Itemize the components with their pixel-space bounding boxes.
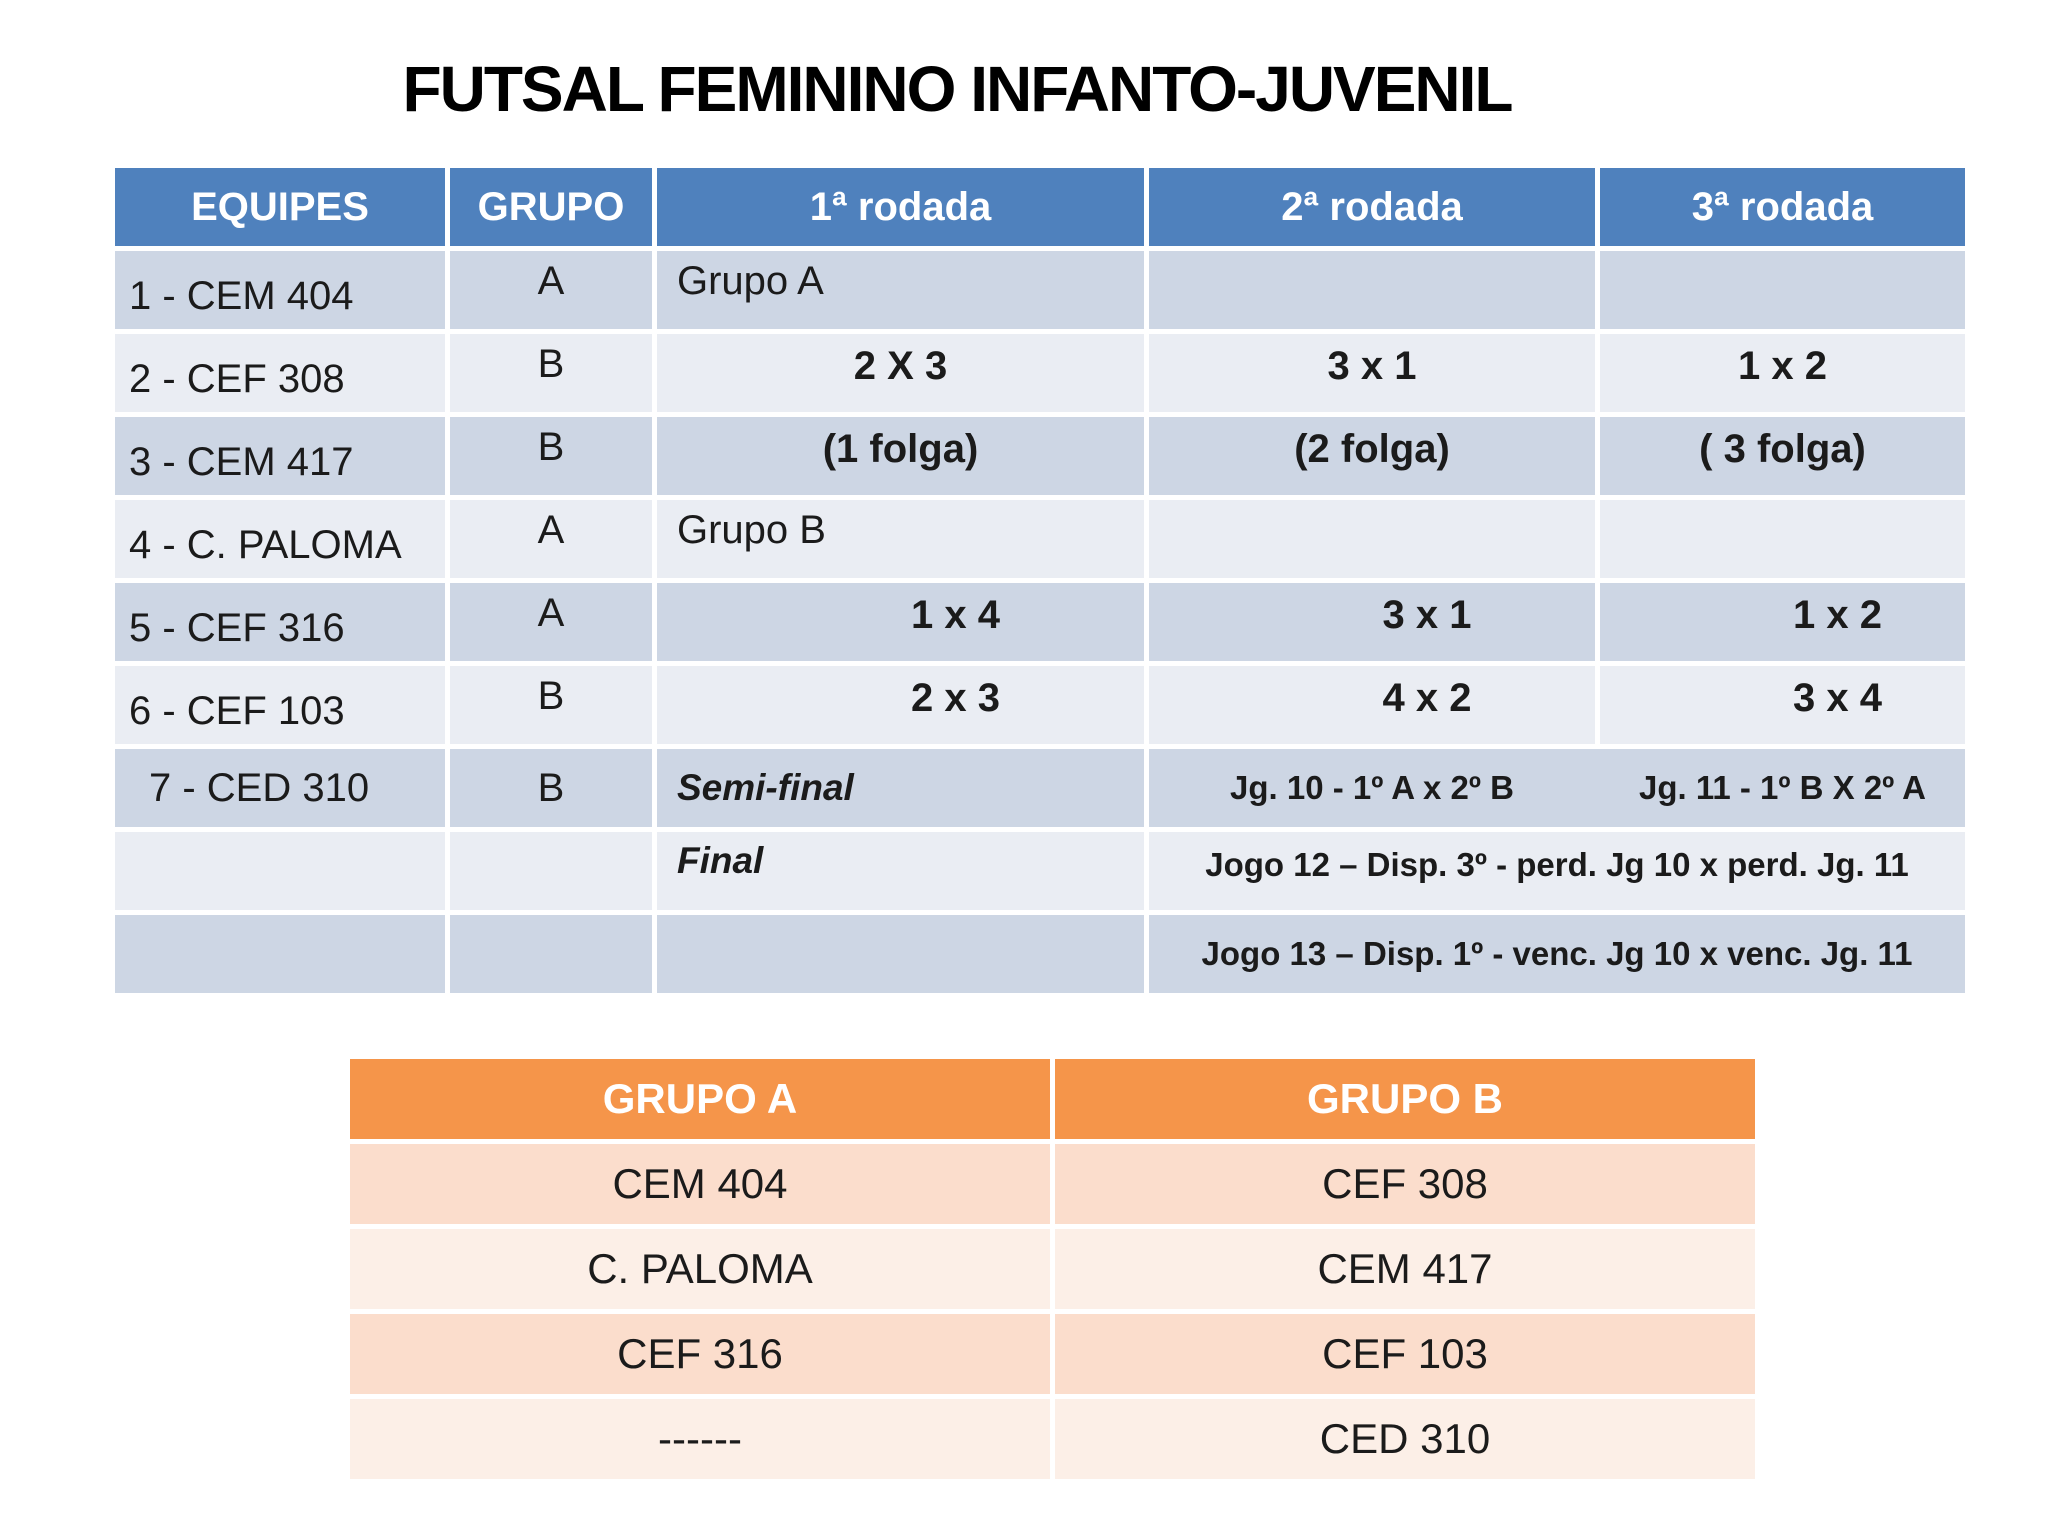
rodada1-cell: 2 X 3 xyxy=(657,334,1144,412)
header-cell-grupo-b: GRUPO B xyxy=(1055,1059,1755,1139)
rodada2-cell: (2 folga) xyxy=(1149,417,1595,495)
group-b-team: CEF 103 xyxy=(1055,1314,1755,1394)
table-row: 2 - CEF 308 B 2 X 3 3 x 1 1 x 2 xyxy=(115,334,1965,412)
table-row: 3 - CEM 417 B (1 folga) (2 folga) ( 3 fo… xyxy=(115,417,1965,495)
groups-header-row: GRUPO A GRUPO B xyxy=(350,1059,1755,1139)
header-cell-equipes: EQUIPES xyxy=(115,168,445,246)
rodada3-cell: 1 x 2 xyxy=(1600,334,1965,412)
header-cell-grupo-a: GRUPO A xyxy=(350,1059,1050,1139)
rodada1-cell: (1 folga) xyxy=(657,417,1144,495)
grupo-cell xyxy=(450,832,652,910)
equipe-cell: 5 - CEF 316 xyxy=(115,583,445,661)
page-title: FUTSAL FEMININO INFANTO-JUVENIL xyxy=(402,53,1514,125)
group-a-team: CEM 404 xyxy=(350,1144,1050,1224)
group-a-team: CEF 316 xyxy=(350,1314,1050,1394)
group-a-team: C. PALOMA xyxy=(350,1229,1050,1309)
rodada1-cell: 2 x 3 xyxy=(657,666,1144,744)
schedule-header-row: EQUIPES GRUPO 1ª rodada 2ª rodada 3ª rod… xyxy=(115,168,1965,246)
header-cell-rodada-2: 2ª rodada xyxy=(1149,168,1595,246)
groups-row: C. PALOMA CEM 417 xyxy=(350,1229,1755,1309)
equipe-cell: 2 - CEF 308 xyxy=(115,334,445,412)
group-b-team: CED 310 xyxy=(1055,1399,1755,1479)
rodada3-cell: 1 x 2 xyxy=(1600,583,1965,661)
equipe-cell: 4 - C. PALOMA xyxy=(115,500,445,578)
table-row: 6 - CEF 103 B 2 x 3 4 x 2 3 x 4 xyxy=(115,666,1965,744)
table-row: 4 - C. PALOMA A Grupo B xyxy=(115,500,1965,578)
equipe-cell xyxy=(115,915,445,993)
table-row-final: Final Jogo 12 – Disp. 3º - perd. Jg 10 x… xyxy=(115,832,1965,910)
header-cell-rodada-1: 1ª rodada xyxy=(657,168,1144,246)
grupo-cell: B xyxy=(450,749,652,827)
semifinal-games-cell: Jg. 10 - 1º A x 2º B Jg. 11 - 1º B X 2º … xyxy=(1149,749,1965,827)
rodada2-cell xyxy=(1149,251,1595,329)
jogo11-text: Jg. 11 - 1º B X 2º A xyxy=(1639,769,1926,806)
header-cell-grupo: GRUPO xyxy=(450,168,652,246)
jogo13-cell: Jogo 13 – Disp. 1º - venc. Jg 10 x venc.… xyxy=(1149,915,1965,993)
equipe-cell: 7 - CED 310 xyxy=(115,749,445,827)
grupo-cell: A xyxy=(450,583,652,661)
groups-row: ------ CED 310 xyxy=(350,1399,1755,1479)
table-row-semifinal: 7 - CED 310 B Semi-final Jg. 10 - 1º A x… xyxy=(115,749,1965,827)
rodada1-cell: Grupo A xyxy=(657,251,1144,329)
group-b-team: CEF 308 xyxy=(1055,1144,1755,1224)
header-cell-rodada-3: 3ª rodada xyxy=(1600,168,1965,246)
semifinal-label: Semi-final xyxy=(657,749,1144,827)
rodada1-cell: Grupo B xyxy=(657,500,1144,578)
rodada3-cell: ( 3 folga) xyxy=(1600,417,1965,495)
jogo12-cell: Jogo 12 – Disp. 3º - perd. Jg 10 x perd.… xyxy=(1149,832,1965,910)
groups-table: GRUPO A GRUPO B CEM 404 CEF 308 C. PALOM… xyxy=(350,1059,1755,1479)
rodada2-cell xyxy=(1149,500,1595,578)
grupo-cell: A xyxy=(450,500,652,578)
rodada3-cell xyxy=(1600,500,1965,578)
grupo-cell: B xyxy=(450,417,652,495)
jogo10-text: Jg. 10 - 1º A x 2º B xyxy=(1230,769,1514,806)
groups-row: CEM 404 CEF 308 xyxy=(350,1144,1755,1224)
equipe-cell: 1 - CEM 404 xyxy=(115,251,445,329)
equipe-cell: 3 - CEM 417 xyxy=(115,417,445,495)
table-row-jogo13: Jogo 13 – Disp. 1º - venc. Jg 10 x venc.… xyxy=(115,915,1965,993)
group-b-team: CEM 417 xyxy=(1055,1229,1755,1309)
grupo-cell: A xyxy=(450,251,652,329)
equipe-cell: 6 - CEF 103 xyxy=(115,666,445,744)
rodada2-cell: 3 x 1 xyxy=(1149,334,1595,412)
rodada1-cell: 1 x 4 xyxy=(657,583,1144,661)
groups-row: CEF 316 CEF 103 xyxy=(350,1314,1755,1394)
grupo-cell: B xyxy=(450,334,652,412)
equipe-cell xyxy=(115,832,445,910)
schedule-table: EQUIPES GRUPO 1ª rodada 2ª rodada 3ª rod… xyxy=(115,168,1965,993)
table-row: 5 - CEF 316 A 1 x 4 3 x 1 1 x 2 xyxy=(115,583,1965,661)
final-label: Final xyxy=(657,832,1144,910)
grupo-cell: B xyxy=(450,666,652,744)
table-row: 1 - CEM 404 A Grupo A xyxy=(115,251,1965,329)
grupo-cell xyxy=(450,915,652,993)
rodada1-cell xyxy=(657,915,1144,993)
rodada2-cell: 3 x 1 xyxy=(1149,583,1595,661)
group-a-placeholder: ------ xyxy=(350,1399,1050,1479)
rodada3-cell: 3 x 4 xyxy=(1600,666,1965,744)
rodada2-cell: 4 x 2 xyxy=(1149,666,1595,744)
rodada3-cell xyxy=(1600,251,1965,329)
